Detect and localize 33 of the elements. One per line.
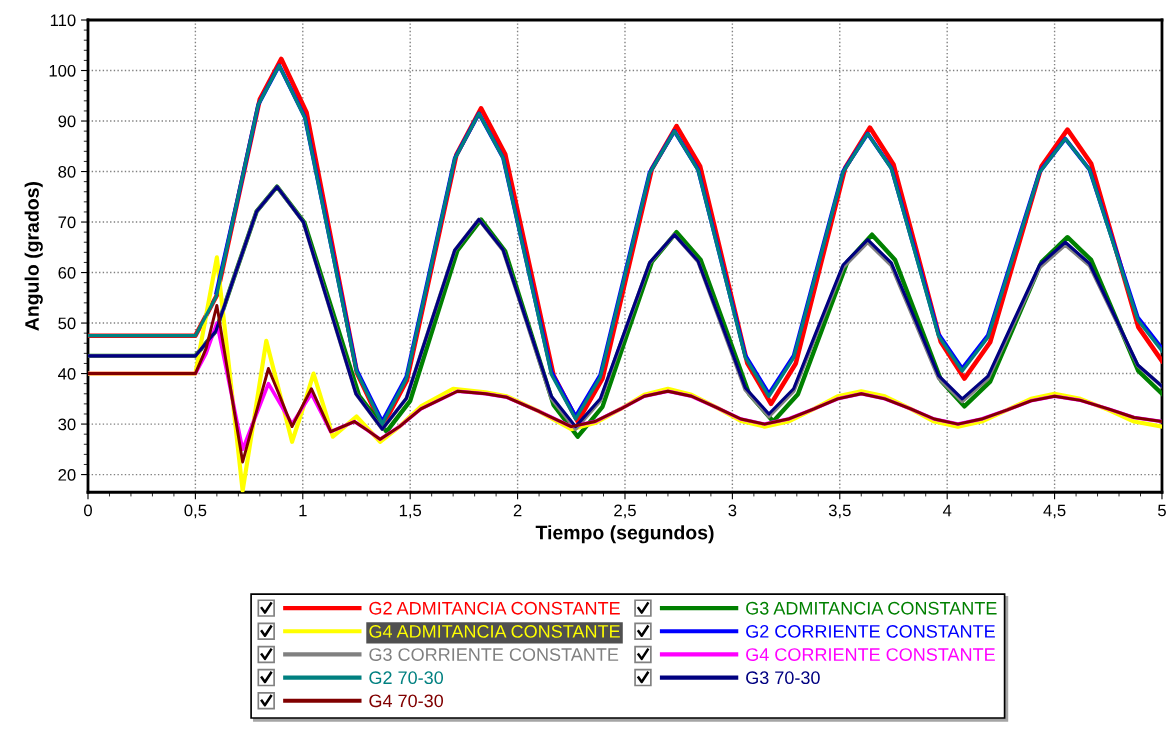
x-tick-label: 5 [1158, 504, 1166, 517]
y-tick-label: 70 [58, 216, 76, 229]
y-tick-label: 40 [58, 367, 76, 380]
y-tick-label: 90 [58, 115, 76, 128]
y-tick-label: 60 [58, 266, 76, 279]
y-tick-label: 100 [49, 64, 76, 77]
legend-label: G4 ADMITANCIA CONSTANTE [369, 625, 620, 638]
x-tick-label: 3 [728, 504, 737, 517]
y-tick-label: 20 [58, 468, 76, 481]
legend-label: G3 70-30 [746, 671, 820, 685]
x-tick-label: 0 [84, 504, 92, 517]
legend-label: G3 ADMITANCIA CONSTANTE [746, 601, 997, 615]
legend-label: G3 CORRIENTE CONSTANTE [369, 648, 619, 661]
x-axis-title: Tiempo (segundos) [535, 525, 714, 544]
y-tick-label: 30 [58, 418, 76, 431]
legend-label: G4 CORRIENTE CONSTANTE [746, 648, 995, 661]
x-tick-label: 2 [513, 504, 522, 517]
x-tick-label: 1,5 [399, 504, 422, 519]
legend-label: G4 70-30 [369, 694, 444, 708]
x-tick-label: 2,5 [614, 504, 636, 519]
legend-label: G2 ADMITANCIA CONSTANTE [369, 601, 620, 615]
legend-label: G2 70-30 [369, 671, 444, 685]
x-tick-label: 1 [299, 504, 307, 517]
legend-label: G2 CORRIENTE CONSTANTE [746, 625, 995, 638]
y-axis-title: Angulo (grados) [24, 182, 43, 331]
x-tick-label: 4 [942, 504, 952, 517]
x-tick-label: 3,5 [828, 504, 851, 519]
x-tick-label: 4,5 [1043, 504, 1066, 519]
x-tick-label: 0,5 [184, 504, 207, 519]
y-tick-label: 110 [50, 14, 76, 27]
line-series [87, 303, 1162, 464]
y-tick-label: 50 [58, 317, 76, 330]
y-tick-label: 80 [58, 165, 76, 178]
